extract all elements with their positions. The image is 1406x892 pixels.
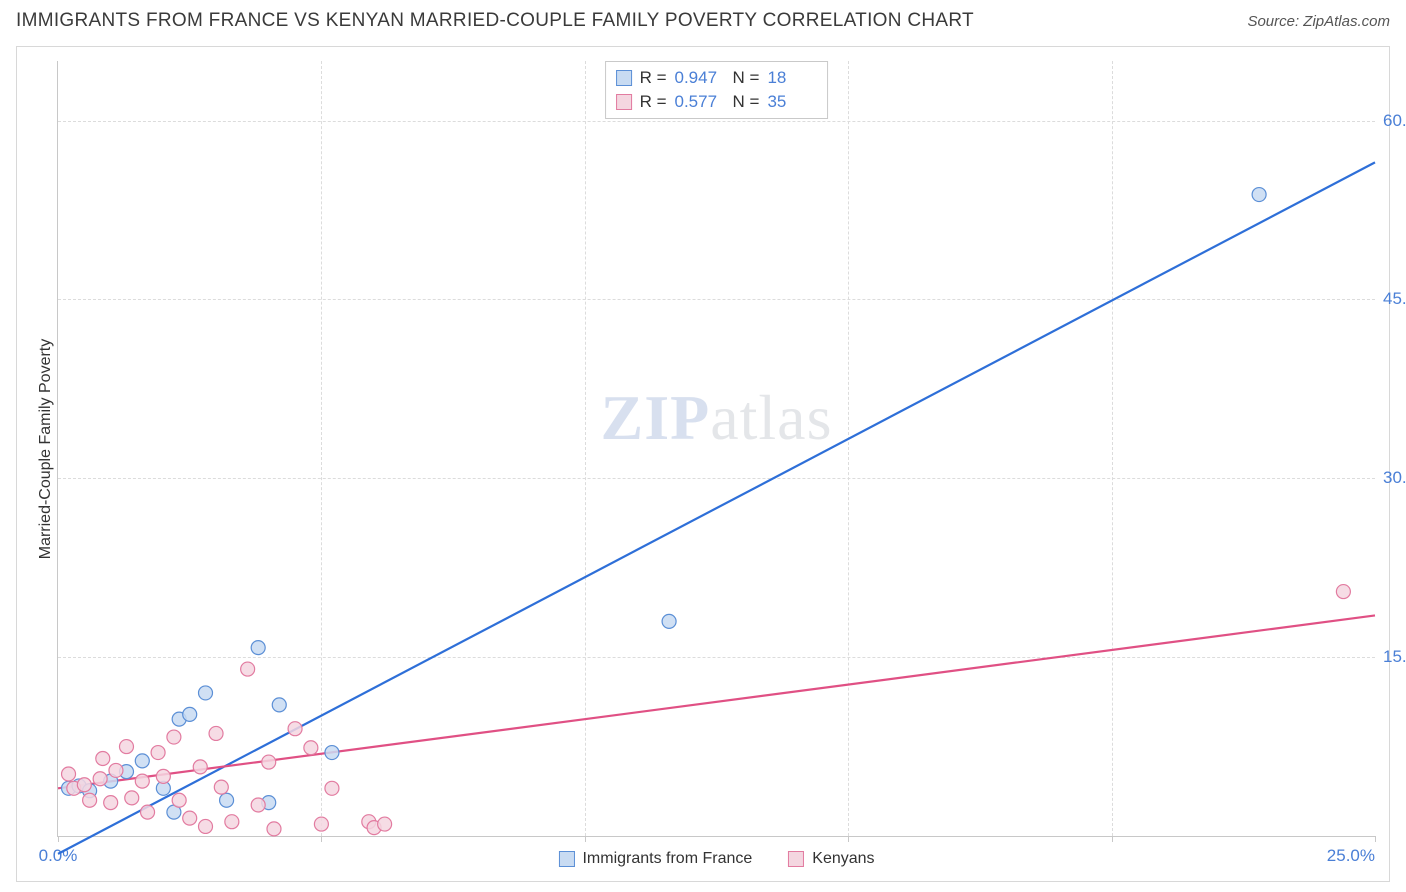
x-legend-item: Immigrants from France [558,850,752,868]
data-point [151,746,165,760]
legend-swatch [616,94,632,110]
data-point [167,730,181,744]
stats-legend: R = 0.947 N = 18 R = 0.577 N = 35 [605,61,829,119]
data-point [251,798,265,812]
legend-swatch [788,851,804,867]
y-tick-label: 60.0% [1383,111,1406,131]
data-point [109,763,123,777]
data-point [119,740,133,754]
stat-r-label: R = [640,68,667,88]
data-point [199,819,213,833]
x-tick-label: 0.0% [39,846,78,866]
y-axis-label: Married-Couple Family Poverty [37,338,55,559]
data-point [209,726,223,740]
x-tick-notch [848,836,849,842]
data-point [325,781,339,795]
data-point [220,793,234,807]
data-point [662,614,676,628]
plot-area: Married-Couple Family Poverty ZIPatlas 1… [57,61,1375,837]
legend-swatch [616,70,632,86]
data-point [214,780,228,794]
y-tick-label: 30.0% [1383,468,1406,488]
data-point [288,722,302,736]
data-point [225,815,239,829]
chart-title: IMMIGRANTS FROM FRANCE VS KENYAN MARRIED… [16,10,974,32]
stats-legend-row: R = 0.577 N = 35 [616,90,818,114]
data-point [135,774,149,788]
x-tick-notch [1375,836,1376,842]
data-point [1336,585,1350,599]
data-point [62,767,76,781]
data-point [378,817,392,831]
stat-n-value: 18 [767,68,817,88]
data-point [241,662,255,676]
x-tick-notch [585,836,586,842]
data-point [93,772,107,786]
data-point [83,793,97,807]
stat-n-value: 35 [767,92,817,112]
source-label: Source: ZipAtlas.com [1247,13,1390,30]
stat-r-label: R = [640,92,667,112]
legend-swatch [558,851,574,867]
x-legend-label: Kenyans [812,850,874,868]
stat-r-value: 0.577 [675,92,725,112]
data-point [141,805,155,819]
stat-n-label: N = [733,68,760,88]
x-tick-notch [1112,836,1113,842]
data-point [125,791,139,805]
data-point [183,811,197,825]
data-point [104,796,118,810]
data-point [199,686,213,700]
data-point [135,754,149,768]
data-point [251,641,265,655]
data-point [77,778,91,792]
scatter-plot [58,61,1375,836]
data-point [193,760,207,774]
x-tick-label: 25.0% [1327,846,1375,866]
x-legend-label: Immigrants from France [582,850,752,868]
data-point [314,817,328,831]
stat-r-value: 0.947 [675,68,725,88]
chart-container: Married-Couple Family Poverty ZIPatlas 1… [16,46,1390,882]
data-point [183,707,197,721]
regression-line [58,162,1375,854]
data-point [304,741,318,755]
data-point [96,752,110,766]
x-legend-item: Kenyans [788,850,874,868]
y-tick-label: 45.0% [1383,289,1406,309]
x-legend: Immigrants from France Kenyans [558,850,874,868]
x-tick-notch [321,836,322,842]
stat-n-label: N = [733,92,760,112]
data-point [325,746,339,760]
data-point [267,822,281,836]
data-point [1252,188,1266,202]
data-point [272,698,286,712]
data-point [172,793,186,807]
data-point [262,755,276,769]
data-point [156,769,170,783]
x-tick-notch [58,836,59,842]
y-tick-label: 15.0% [1383,647,1406,667]
stats-legend-row: R = 0.947 N = 18 [616,66,818,90]
header: IMMIGRANTS FROM FRANCE VS KENYAN MARRIED… [0,0,1406,38]
